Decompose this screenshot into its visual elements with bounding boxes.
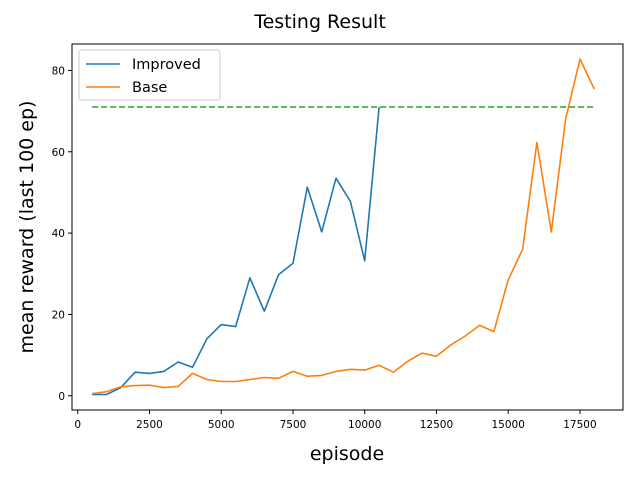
y-axis-title: mean reward (last 100 ep) xyxy=(16,101,38,354)
x-tick-label: 2500 xyxy=(136,419,163,431)
x-tick-label: 0 xyxy=(74,419,81,431)
x-tick-label: 17500 xyxy=(563,419,596,431)
x-tick-label: 7500 xyxy=(280,419,307,431)
y-axis: 0 20 40 60 80 xyxy=(52,65,72,403)
series-line-improved xyxy=(92,106,380,396)
x-tick-label: 10000 xyxy=(348,419,381,431)
x-tick-label: 12500 xyxy=(420,419,453,431)
y-tick-label: 60 xyxy=(52,147,65,159)
chart-title: Testing Result xyxy=(253,11,386,33)
series-line-base xyxy=(91,58,596,395)
y-tick-label: 0 xyxy=(58,391,65,403)
y-tick-label: 80 xyxy=(52,65,65,77)
plot-frame xyxy=(71,43,624,411)
y-tick-label: 40 xyxy=(52,228,65,240)
legend-label-base: Base xyxy=(132,80,167,96)
y-tick-label: 20 xyxy=(52,309,65,321)
plot-lines xyxy=(91,58,596,396)
x-tick-label: 15000 xyxy=(492,419,525,431)
x-axis-title: episode xyxy=(310,443,384,465)
x-tick-label: 5000 xyxy=(208,419,235,431)
legend: Improved Base xyxy=(78,49,221,101)
x-axis: 0 2500 5000 7500 10000 12500 15000 17500 xyxy=(74,410,597,431)
legend-label-improved: Improved xyxy=(132,57,201,73)
